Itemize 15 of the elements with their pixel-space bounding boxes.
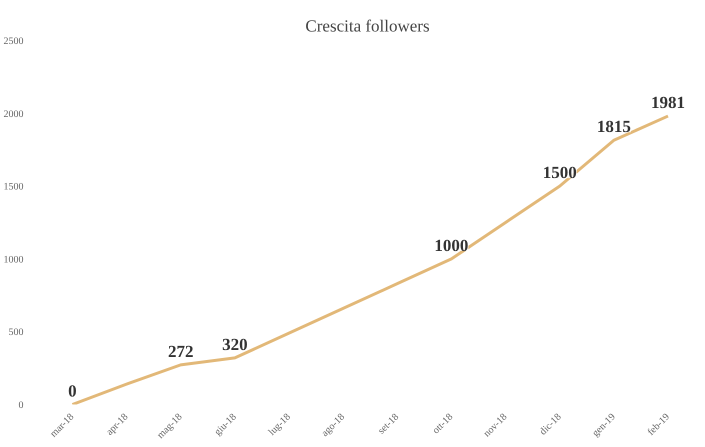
- y-tick-label: 1000: [4, 254, 24, 266]
- y-tick-label: 2000: [4, 108, 24, 120]
- y-tick-label: 1500: [4, 182, 24, 193]
- y-tick-label: 0: [18, 400, 24, 411]
- y-tick-label: 500: [8, 327, 24, 338]
- data-label: 1500: [542, 163, 577, 182]
- chart-title: Crescita followers: [305, 16, 430, 36]
- data-label: 0: [68, 382, 77, 400]
- data-label: 1815: [596, 117, 631, 136]
- line-series: [70, 114, 670, 404]
- data-label: 272: [168, 342, 194, 361]
- data-label: 1000: [434, 236, 468, 255]
- data-label: 320: [222, 334, 248, 354]
- data-label: 1981: [651, 93, 686, 112]
- y-tick-label: 2500: [4, 36, 24, 47]
